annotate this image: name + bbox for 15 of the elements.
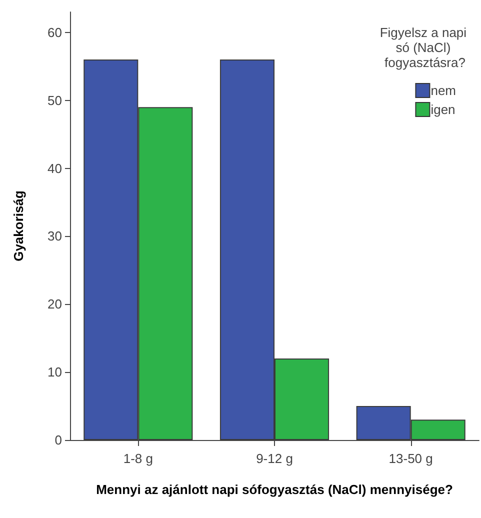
y-tick-label: 0 bbox=[54, 432, 62, 448]
y-tick-label: 20 bbox=[48, 296, 62, 312]
y-axis-title: Gyakoriság bbox=[11, 190, 26, 262]
y-tick-label: 50 bbox=[48, 92, 62, 108]
y-tick-label: 40 bbox=[48, 160, 62, 176]
y-tick-label: 60 bbox=[48, 24, 62, 40]
x-tick-label: 13-50 g bbox=[388, 451, 433, 466]
x-axis-title: Mennyi az ajánlott napi sófogyasztás (NaCl) mennyisége? bbox=[96, 482, 453, 497]
y-tick-label: 10 bbox=[48, 364, 62, 380]
legend-title: Figyelsz a napi só (NaCl) fogyasztásra? bbox=[380, 25, 470, 70]
x-tick-label: 9-12 g bbox=[256, 451, 293, 466]
legend-label: nem bbox=[430, 83, 456, 98]
x-tick-label: 1-8 g bbox=[123, 451, 153, 466]
legend-label: igen bbox=[430, 102, 456, 117]
y-tick-label: 30 bbox=[48, 228, 62, 244]
